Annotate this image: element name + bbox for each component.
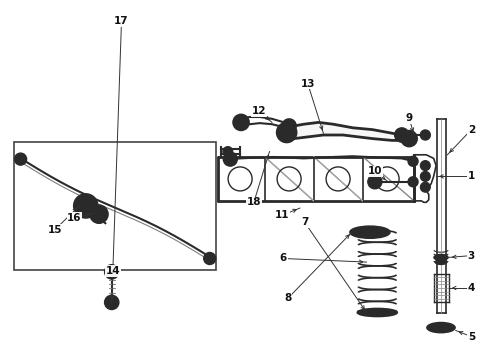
Ellipse shape bbox=[449, 325, 455, 330]
Text: 7: 7 bbox=[301, 217, 309, 228]
Circle shape bbox=[90, 205, 108, 223]
Text: 11: 11 bbox=[275, 210, 290, 220]
Ellipse shape bbox=[350, 226, 390, 238]
Text: 15: 15 bbox=[48, 225, 62, 235]
Text: 1: 1 bbox=[468, 171, 475, 181]
Circle shape bbox=[79, 199, 93, 213]
Circle shape bbox=[204, 252, 216, 265]
Circle shape bbox=[282, 119, 296, 133]
Bar bbox=[14, 142, 216, 270]
Circle shape bbox=[95, 210, 103, 218]
Circle shape bbox=[15, 153, 26, 165]
Circle shape bbox=[227, 156, 233, 162]
Circle shape bbox=[420, 182, 430, 192]
Text: 9: 9 bbox=[406, 113, 413, 123]
Circle shape bbox=[74, 194, 98, 218]
Circle shape bbox=[223, 152, 237, 166]
Ellipse shape bbox=[357, 309, 397, 316]
Text: 5: 5 bbox=[468, 332, 475, 342]
Text: 17: 17 bbox=[114, 16, 129, 26]
Text: 3: 3 bbox=[468, 251, 475, 261]
Ellipse shape bbox=[427, 323, 455, 333]
Text: 4: 4 bbox=[467, 283, 475, 293]
Ellipse shape bbox=[434, 255, 448, 260]
Circle shape bbox=[105, 265, 119, 279]
Circle shape bbox=[223, 147, 233, 157]
Circle shape bbox=[408, 156, 418, 166]
Circle shape bbox=[395, 128, 409, 142]
Circle shape bbox=[105, 296, 119, 309]
Text: 14: 14 bbox=[105, 266, 120, 276]
Ellipse shape bbox=[362, 310, 392, 315]
Ellipse shape bbox=[356, 228, 384, 236]
Text: 13: 13 bbox=[300, 78, 315, 89]
Circle shape bbox=[368, 175, 382, 189]
Circle shape bbox=[408, 177, 418, 187]
Circle shape bbox=[437, 324, 445, 332]
Text: 8: 8 bbox=[285, 293, 292, 303]
Circle shape bbox=[420, 171, 430, 181]
Circle shape bbox=[420, 130, 430, 140]
Ellipse shape bbox=[432, 324, 450, 331]
Text: 6: 6 bbox=[280, 253, 287, 264]
Text: 2: 2 bbox=[468, 125, 475, 135]
Circle shape bbox=[401, 131, 417, 147]
Text: 12: 12 bbox=[251, 106, 266, 116]
Ellipse shape bbox=[427, 325, 433, 330]
Text: 10: 10 bbox=[368, 166, 382, 176]
Text: 16: 16 bbox=[67, 213, 82, 223]
Circle shape bbox=[233, 114, 249, 130]
Circle shape bbox=[420, 161, 430, 171]
Text: 18: 18 bbox=[246, 197, 261, 207]
Polygon shape bbox=[284, 122, 409, 140]
Ellipse shape bbox=[435, 260, 447, 265]
Circle shape bbox=[277, 122, 296, 143]
